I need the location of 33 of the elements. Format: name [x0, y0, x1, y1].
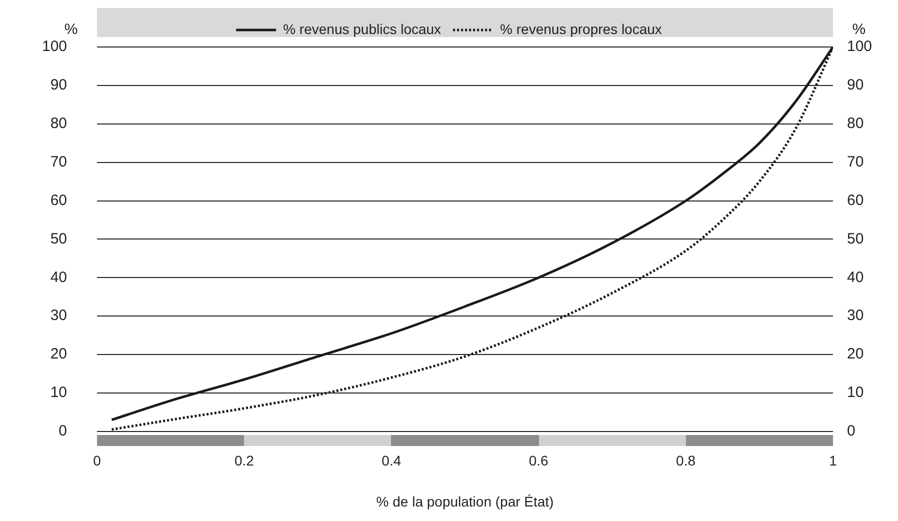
y2-tick-label: 30	[846, 307, 864, 324]
y2-tick-label: 90	[846, 76, 864, 94]
y-tick-label: 70	[50, 153, 68, 170]
y-tick-label: 30	[50, 307, 68, 324]
x-tick-label: 0.2	[234, 452, 254, 469]
y-tick-label: 80	[50, 115, 68, 132]
x-axis-title: % de la population (par État)	[376, 493, 554, 510]
y2-tick-label: 60	[846, 192, 864, 209]
x-tick-label: 0.6	[528, 452, 549, 469]
x-tick-label: 0.8	[676, 452, 696, 469]
y-tick-label: 40	[50, 268, 68, 286]
y2-tick-label: 20	[846, 346, 864, 363]
y-tick-label: 60	[50, 192, 68, 209]
y2-tick-label: 50	[846, 230, 864, 248]
y-axis-title: %	[64, 21, 78, 38]
y-tick-label: 0	[58, 422, 68, 440]
y-tick-label: 100	[42, 38, 68, 56]
y2-tick-label: 80	[846, 115, 864, 132]
y-tick-label: 90	[50, 76, 68, 94]
y2-tick-label: 10	[846, 384, 864, 402]
legend-label: % revenus publics locaux	[283, 20, 442, 37]
y-tick-label: 20	[50, 346, 68, 363]
y2-axis-title: %	[852, 21, 866, 38]
legend-label: % revenus propres locaux	[500, 20, 662, 37]
y2-tick-label: 100	[846, 38, 872, 56]
x-tick-label: 0.4	[382, 452, 402, 469]
y2-tick-label: 70	[846, 153, 864, 170]
y-tick-label: 10	[50, 384, 68, 402]
y2-tick-label: 40	[846, 268, 864, 286]
y2-tick-label: 0	[846, 422, 856, 440]
x-tick-label: 0	[93, 452, 102, 469]
x-tick-label: 1	[829, 452, 838, 469]
y-tick-label: 50	[50, 230, 68, 248]
